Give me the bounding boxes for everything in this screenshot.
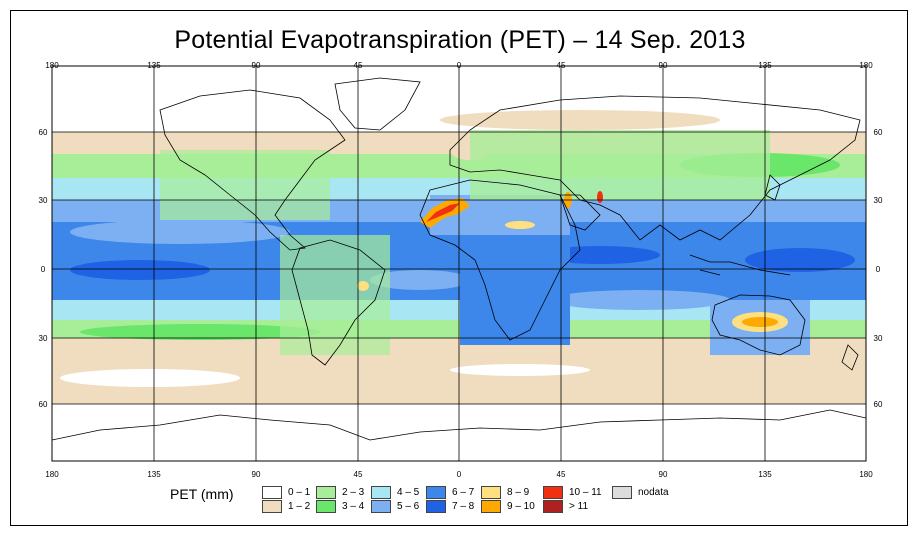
legend-label: 10 – 11 <box>569 487 602 498</box>
legend-swatch <box>481 500 501 513</box>
lon-label-top: 90 <box>252 61 261 70</box>
patch-tan-north <box>440 110 720 130</box>
lat-label-right: 0 <box>876 265 881 274</box>
legend-swatch <box>612 486 632 499</box>
legend-label: 2 – 3 <box>342 487 365 498</box>
coast-arabia <box>559 194 601 231</box>
land-north-america <box>160 150 330 220</box>
coastlines <box>52 77 866 441</box>
coast-south-america <box>291 239 386 366</box>
patch-dark-blue-pacific <box>70 260 210 280</box>
lat-label-left: 60 <box>39 128 48 137</box>
legend-swatch <box>371 486 391 499</box>
lon-label-bottom: 90 <box>252 470 261 479</box>
lon-labels-bottom: 180 135 90 45 0 45 90 135 180 <box>45 470 873 479</box>
lon-label-bottom: 180 <box>45 470 59 479</box>
patch-light-blue-pacific <box>70 220 290 244</box>
legend-swatch <box>371 500 391 513</box>
legend-swatch <box>262 486 282 499</box>
legend-label: > 11 <box>569 501 588 512</box>
legend-label: 7 – 8 <box>452 501 475 512</box>
lon-label-top: 135 <box>147 61 161 70</box>
patch-white-south <box>60 369 240 387</box>
lat-label-right: 30 <box>874 334 883 343</box>
hotspot-west-sahara-core <box>426 203 460 222</box>
lon-label-top: 90 <box>659 61 668 70</box>
coast-africa <box>419 179 581 341</box>
land-eurasia <box>470 130 770 200</box>
lat-label-left: 30 <box>39 196 48 205</box>
coast-greenland <box>334 77 421 131</box>
legend-label: nodata <box>638 487 669 498</box>
legend-label: 5 – 6 <box>397 501 420 512</box>
lon-label-bottom: 135 <box>147 470 161 479</box>
legend-swatch <box>543 500 563 513</box>
lon-label-top: 45 <box>354 61 363 70</box>
lon-label-bottom: 45 <box>557 470 566 479</box>
hotspot-pakistan <box>597 191 603 203</box>
lat-label-right: 30 <box>874 196 883 205</box>
coast-antarctica <box>52 409 866 441</box>
coast-new-zealand <box>841 344 859 371</box>
lon-label-bottom: 0 <box>457 470 462 479</box>
coast-europe-asia <box>449 95 861 241</box>
lat-labels-right: 60 30 0 30 60 <box>874 128 883 409</box>
lat-label-left: 60 <box>39 400 48 409</box>
patch-dark-blue-wpac <box>745 248 855 272</box>
lon-labels-top: 180 135 90 45 0 45 90 135 180 <box>45 61 873 70</box>
patch-light-blue-indian <box>550 290 730 310</box>
coast-north-america <box>159 89 346 251</box>
legend-label: 1 – 2 <box>288 501 311 512</box>
legend-title: PET (mm) <box>170 486 234 502</box>
map-title: Potential Evapotranspiration (PET) – 14 … <box>174 26 746 54</box>
lon-label-top: 45 <box>557 61 566 70</box>
lat-label-right: 60 <box>874 128 883 137</box>
legend-swatch <box>316 500 336 513</box>
legend-label: 3 – 4 <box>342 501 365 512</box>
patch-light-blue-atlantic <box>370 270 470 290</box>
legend-label: 6 – 7 <box>452 487 475 498</box>
lat-label-left: 0 <box>41 265 46 274</box>
legend-label: 0 – 1 <box>288 487 311 498</box>
lon-label-top: 0 <box>457 61 462 70</box>
legend-swatch <box>426 500 446 513</box>
legend-label: 4 – 5 <box>397 487 420 498</box>
legend-swatch <box>543 486 563 499</box>
coast-indonesia <box>689 254 791 276</box>
lon-label-top: 180 <box>45 61 59 70</box>
figure-frame <box>10 10 908 526</box>
lon-label-bottom: 135 <box>758 470 772 479</box>
lat-labels-left: 60 30 0 30 60 <box>39 128 48 409</box>
legend-swatch <box>426 486 446 499</box>
patch-white-south-2 <box>450 364 590 376</box>
legend-swatch <box>316 486 336 499</box>
lon-label-top: 180 <box>859 61 873 70</box>
patch-green-south <box>80 324 320 340</box>
legend-swatch <box>262 500 282 513</box>
lat-label-right: 60 <box>874 400 883 409</box>
lat-label-left: 30 <box>39 334 48 343</box>
hotspot-brazil <box>357 281 369 291</box>
lon-label-bottom: 45 <box>354 470 363 479</box>
lon-label-bottom: 180 <box>859 470 873 479</box>
legend-swatch <box>481 486 501 499</box>
hotspot-central-sahara <box>505 221 535 229</box>
legend-label: 9 – 10 <box>507 501 535 512</box>
hotspot-australia-core <box>742 317 778 327</box>
land-south-america <box>280 235 390 355</box>
graticule <box>52 66 866 461</box>
lon-label-bottom: 90 <box>659 470 668 479</box>
map-border <box>51 65 867 462</box>
land-africa <box>460 235 570 345</box>
lon-label-top: 135 <box>758 61 772 70</box>
legend-label: 8 – 9 <box>507 487 530 498</box>
